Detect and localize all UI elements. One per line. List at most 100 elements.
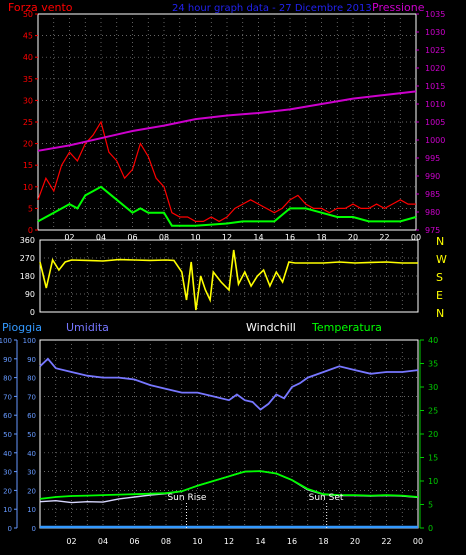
humidity-axis: 0 10 20 30 40 50 60 70 80 90 100	[23, 337, 36, 533]
temperature-humidity-panel: Pioggia Umidita Windchill Temperatura 0 1…	[0, 321, 438, 546]
wind-left-axis: 0 5 10 15 20 25 30 35 40 45 50	[23, 10, 38, 235]
x-tick-label: 06	[129, 537, 139, 546]
x-tick-label: 10	[190, 233, 200, 242]
tick-label: 15	[23, 161, 33, 170]
tick-label: 80	[3, 375, 12, 383]
tick-label: 1005	[425, 118, 445, 127]
x-tick-label: 18	[316, 233, 326, 242]
sunrise-label: Sun Rise	[167, 493, 206, 503]
tick-label: 10	[3, 506, 12, 514]
tick-label: 1020	[425, 64, 445, 73]
tick-label: 20	[27, 487, 36, 495]
tick-label: 40	[428, 336, 438, 345]
pressure-line	[37, 90, 417, 152]
direction-left-axis: 0 90 180 270 360	[20, 236, 35, 317]
tick-label: 30	[23, 96, 33, 105]
temperature-label: Temperatura	[311, 321, 382, 334]
tick-label: 100	[0, 337, 12, 345]
tick-label: 180	[20, 272, 35, 281]
tick-label: 20	[23, 140, 33, 149]
x-tick-label: 14	[255, 537, 265, 546]
wind-panel-grid	[38, 14, 416, 230]
tick-label: 1030	[425, 28, 445, 37]
tick-label: 60	[27, 412, 36, 420]
tick-label: 30	[27, 469, 36, 477]
tick-label: 0	[28, 226, 33, 235]
compass-label: S	[436, 271, 443, 284]
pressure-label: Pressione	[372, 1, 425, 14]
chart-title: 24 hour graph data - 27 Dicembre 2013	[172, 3, 372, 14]
x-tick-label: 16	[287, 537, 297, 546]
tick-label: 60	[3, 412, 12, 420]
tick-label: 90	[27, 356, 36, 364]
wind-gust-line	[37, 120, 416, 223]
tick-label: 10	[428, 477, 438, 486]
tick-label: 980	[425, 208, 440, 217]
x-tick-label: 04	[96, 233, 106, 242]
tick-label: 1025	[425, 46, 445, 55]
tick-label: 0	[32, 525, 36, 533]
tick-label: 5	[428, 501, 433, 510]
compass-label: E	[436, 289, 443, 302]
tick-label: 975	[425, 226, 440, 235]
tick-label: 985	[425, 190, 440, 199]
tick-label: 25	[428, 407, 438, 416]
tick-label: 10	[23, 183, 33, 192]
tick-label: 0	[8, 525, 12, 533]
x-tick-label: 08	[161, 537, 171, 546]
x-tick-label: 16	[285, 233, 295, 242]
wind-label: Forza vento	[8, 1, 73, 14]
x-tick-label: 00	[411, 233, 421, 242]
rain-label: Pioggia	[2, 321, 42, 334]
temp-x-axis: 02 04 06 08 10 12 14 16 18 20 22 00	[66, 537, 423, 546]
sunset-label: Sun Set	[309, 493, 344, 503]
x-tick-label: 12	[222, 233, 232, 242]
wind-x-axis: 02 04 06 08 10 12 14 16 18 20 22 00	[64, 233, 421, 242]
wind-average-line	[37, 185, 417, 227]
tick-label: 80	[27, 375, 36, 383]
tick-label: 360	[20, 236, 35, 245]
x-tick-label: 14	[253, 233, 263, 242]
compass-label: N	[436, 235, 444, 248]
x-tick-label: 22	[379, 233, 389, 242]
tick-label: 15	[428, 454, 438, 463]
tick-label: 0	[30, 308, 35, 317]
tick-label: 20	[428, 430, 438, 439]
rain-axis: 0 10 20 30 40 50 60 70 80 90 100	[0, 337, 18, 533]
humidity-label: Umidita	[66, 321, 109, 334]
tick-label: 50	[27, 431, 36, 439]
tick-label: 50	[3, 431, 12, 439]
tick-label: 35	[23, 75, 33, 84]
temperature-axis: 0 5 10 15 20 25 30 35 40	[419, 336, 438, 533]
windchill-label: Windchill	[246, 321, 296, 334]
pressure-right-axis: 975 980 985 990 995 1000 1005 1010 1015 1020 1025 1…	[416, 10, 445, 235]
tick-label: 35	[428, 360, 438, 369]
x-tick-label: 18	[318, 537, 328, 546]
tick-label: 5	[28, 204, 33, 213]
tick-label: 45	[23, 32, 33, 41]
direction-panel-grid	[40, 240, 418, 312]
tick-label: 20	[3, 487, 12, 495]
x-tick-label: 08	[159, 233, 169, 242]
tick-label: 90	[3, 356, 12, 364]
x-tick-label: 02	[64, 233, 74, 242]
x-tick-label: 12	[224, 537, 234, 546]
tick-label: 70	[3, 393, 12, 401]
x-tick-label: 20	[350, 537, 360, 546]
x-tick-label: 20	[348, 233, 358, 242]
tick-label: 10	[27, 506, 36, 514]
x-tick-label: 06	[127, 233, 137, 242]
tick-label: 1035	[425, 10, 445, 19]
tick-label: 30	[428, 383, 438, 392]
tick-label: 40	[3, 450, 12, 458]
tick-label: 90	[25, 290, 35, 299]
tick-label: 30	[3, 469, 12, 477]
x-tick-label: 10	[192, 537, 202, 546]
tick-label: 1000	[425, 136, 445, 145]
tick-label: 50	[23, 10, 33, 19]
tick-label: 40	[23, 53, 33, 62]
